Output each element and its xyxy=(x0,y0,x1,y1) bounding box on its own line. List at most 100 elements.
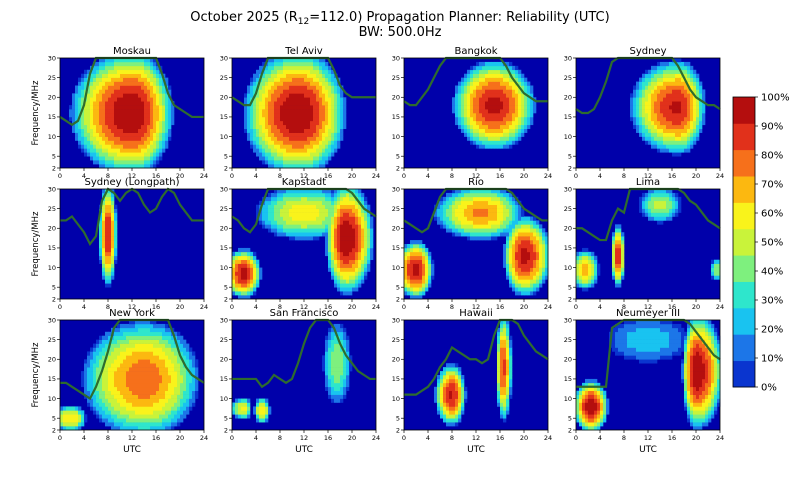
heatmap-cell xyxy=(150,89,154,94)
heatmap-cell xyxy=(699,101,703,106)
heatmap-cell xyxy=(307,148,311,153)
heatmap-cell xyxy=(304,124,308,130)
heatmap-cell xyxy=(669,148,673,153)
heatmap-cell xyxy=(358,192,362,198)
heatmap-cell xyxy=(138,81,142,86)
heatmap-cell xyxy=(105,128,109,133)
heatmap-cell xyxy=(648,120,652,126)
heatmap-cell xyxy=(340,204,344,209)
heatmap-cell xyxy=(512,101,516,106)
heatmap-cell xyxy=(675,113,679,118)
heatmap-cell xyxy=(672,212,676,217)
heatmap-cell xyxy=(141,113,145,118)
heatmap-cell xyxy=(96,363,100,368)
heatmap-cell xyxy=(407,271,411,276)
x-tick-label: 4 xyxy=(254,172,258,180)
heatmap-cell xyxy=(678,120,682,126)
heatmap-cell xyxy=(247,85,251,90)
heatmap-cell xyxy=(78,418,82,423)
heatmap-cell xyxy=(78,422,82,427)
heatmap-cell xyxy=(307,196,311,202)
heatmap-cell xyxy=(325,101,329,106)
heatmap-cell xyxy=(711,263,715,268)
heatmap-cell xyxy=(500,65,504,71)
heatmap-cell xyxy=(325,232,329,237)
heatmap-cell xyxy=(654,116,658,122)
heatmap-cell xyxy=(316,85,320,90)
heatmap-cell xyxy=(334,144,338,149)
heatmap-cell xyxy=(497,124,501,130)
heatmap-cell xyxy=(316,148,320,153)
heatmap-cell xyxy=(96,152,100,157)
heatmap-cell xyxy=(512,247,516,253)
heatmap-cell xyxy=(238,267,242,272)
heatmap-cell xyxy=(588,275,592,280)
heatmap-cell xyxy=(512,283,516,288)
heatmap-cell xyxy=(117,124,121,130)
heatmap-cells xyxy=(60,320,199,431)
heatmap-cell xyxy=(310,77,314,82)
heatmap-cell xyxy=(615,271,619,276)
heatmap-cell xyxy=(675,208,679,213)
x-tick-label: 24 xyxy=(372,303,380,311)
heatmap-cell xyxy=(298,144,302,149)
heatmap-cell xyxy=(108,228,112,233)
heatmap-cell xyxy=(343,244,347,249)
heatmap-cell xyxy=(340,224,344,229)
heatmap-cell xyxy=(301,140,305,145)
heatmap-cell xyxy=(485,65,489,71)
heatmap-cell xyxy=(265,148,269,153)
heatmap-cell xyxy=(262,156,266,161)
heatmap-cell xyxy=(482,232,486,237)
heatmap-cell xyxy=(539,259,543,264)
heatmap-cell xyxy=(289,120,293,126)
heatmap-cell xyxy=(298,69,302,75)
heatmap-cell xyxy=(111,267,115,272)
heatmap-cell xyxy=(301,128,305,133)
heatmap-cell xyxy=(165,105,169,110)
heatmap-cell xyxy=(485,113,489,118)
heatmap-cell xyxy=(90,140,94,145)
heatmap-cell xyxy=(334,192,338,198)
heatmap-cell xyxy=(292,232,296,237)
heatmap-cell xyxy=(488,232,492,237)
heatmap-cell xyxy=(346,247,350,253)
heatmap-cell xyxy=(591,251,595,257)
heatmap-cell xyxy=(265,105,269,110)
heatmap-cell xyxy=(75,414,79,419)
heatmap-cell xyxy=(319,164,323,169)
heatmap-cell xyxy=(349,228,353,233)
heatmap-cell xyxy=(75,89,79,94)
heatmap-cell xyxy=(84,124,88,130)
y-tick-label: 20 xyxy=(220,225,228,233)
heatmap-cell xyxy=(265,77,269,82)
heatmap-cell xyxy=(129,105,133,110)
heatmap-cell xyxy=(96,101,100,106)
heatmap-cell xyxy=(102,418,106,423)
heatmap-cell xyxy=(325,89,329,94)
heatmap-cell xyxy=(337,189,341,194)
heatmap-cell xyxy=(316,144,320,149)
heatmap-cell xyxy=(669,89,673,94)
heatmap-cell xyxy=(337,140,341,145)
heatmap-cell xyxy=(259,113,263,118)
heatmap-cell xyxy=(618,247,622,253)
heatmap-cell xyxy=(280,192,284,198)
heatmap-cell xyxy=(102,410,106,415)
heatmap-cell xyxy=(343,236,347,241)
heatmap-cell xyxy=(126,120,130,126)
heatmap-cell xyxy=(367,228,371,233)
heatmap-cell xyxy=(352,228,356,233)
heatmap-cell xyxy=(262,128,266,133)
heatmap-cell xyxy=(84,367,88,372)
heatmap-cell xyxy=(497,97,501,102)
heatmap-cell xyxy=(235,287,239,292)
heatmap-cell xyxy=(660,77,664,82)
heatmap-cell xyxy=(443,224,447,229)
heatmap-cell xyxy=(165,124,169,130)
heatmap-cell xyxy=(473,81,477,86)
heatmap-cell xyxy=(295,105,299,110)
heatmap-cell xyxy=(295,132,299,137)
heatmap-cell xyxy=(512,279,516,284)
heatmap-cell xyxy=(328,267,332,272)
